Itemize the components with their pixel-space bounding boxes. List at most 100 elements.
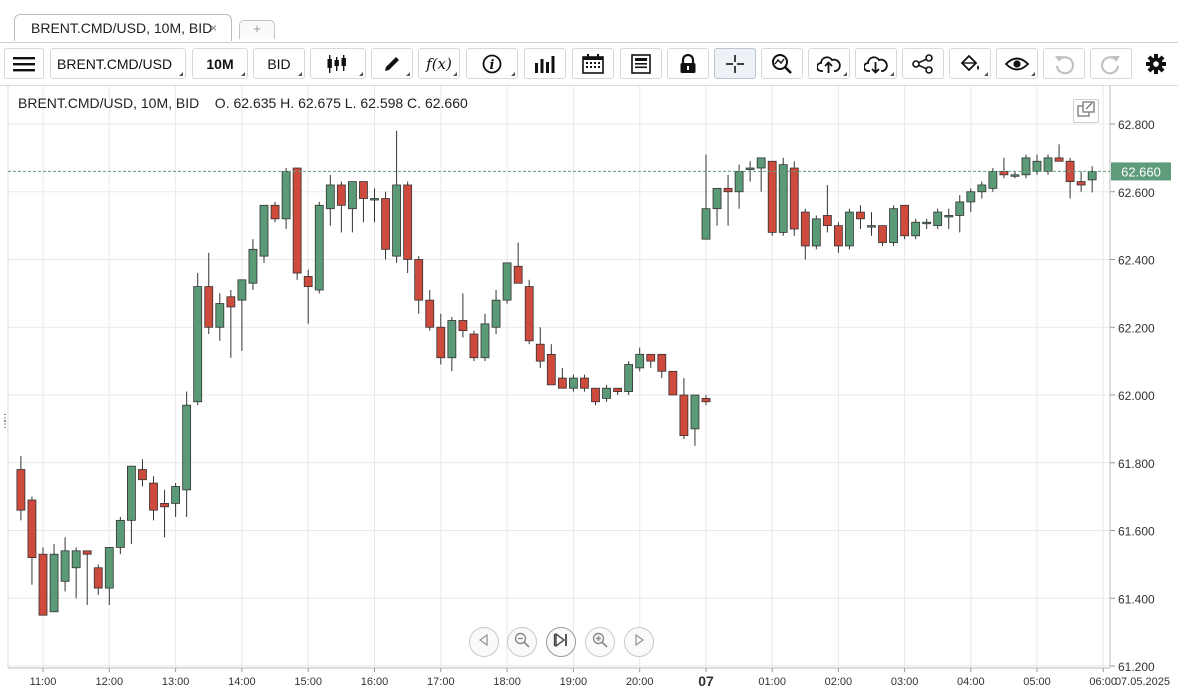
undo-button[interactable] [1043, 48, 1085, 79]
share-button[interactable] [902, 48, 944, 79]
skip-to-end-icon [553, 632, 569, 652]
x-tick-label: 14:00 [228, 676, 256, 688]
candle-body [889, 208, 898, 243]
upload-button[interactable] [808, 48, 850, 79]
x-tick-label: 15:00 [294, 676, 322, 688]
candle-body [425, 299, 435, 328]
visibility-button[interactable] [996, 48, 1038, 79]
candle-body [635, 353, 645, 369]
zoom-in-button[interactable] [585, 627, 615, 657]
candle-body [469, 333, 479, 359]
draw-button[interactable] [371, 48, 413, 79]
candle-body [701, 208, 711, 240]
candle-body [789, 167, 799, 230]
candle-body [226, 296, 236, 308]
candle-body [325, 184, 335, 210]
candle-body [613, 387, 622, 393]
candle-body [27, 499, 37, 559]
candle-body [1054, 157, 1064, 162]
candle-body [138, 469, 147, 481]
candle-body [878, 225, 887, 243]
zoom-out-button[interactable] [507, 627, 537, 657]
candle-body [856, 211, 865, 220]
candle-body [712, 187, 722, 210]
indicators-button[interactable]: f(x) [418, 48, 460, 79]
toolbar: BRENT.CMD/USD 10M BID f(x) i [0, 43, 1178, 86]
chart-type-button[interactable] [310, 48, 366, 79]
candle-body [679, 394, 689, 437]
candle-body [1043, 157, 1053, 172]
x-tick-label: 03:00 [891, 676, 919, 688]
download-button[interactable] [855, 48, 897, 79]
candle-body [491, 299, 501, 328]
y-tick-label: 61.800 [1118, 457, 1155, 471]
chart-tab[interactable]: BRENT.CMD/USD, 10M, BID × [14, 14, 232, 41]
menu-button[interactable] [4, 48, 44, 79]
candle-body [767, 160, 777, 233]
candle-body [93, 567, 103, 589]
candle-body [557, 377, 567, 389]
crosshair-icon [725, 54, 745, 74]
zoom-button[interactable] [761, 48, 803, 79]
candle-body [314, 204, 324, 291]
panel-resize-handle[interactable]: ⋮ ⋮ [0, 413, 10, 430]
redo-button[interactable] [1090, 48, 1132, 79]
candle-body [392, 184, 402, 257]
candle-body [900, 204, 909, 237]
x-tick-label: 11:00 [30, 676, 57, 688]
x-tick-label: 05:00 [1023, 676, 1051, 688]
download-icon [864, 54, 888, 74]
y-tick-label: 61.600 [1118, 525, 1155, 539]
candle-body [922, 221, 932, 225]
settings-button[interactable] [1140, 48, 1172, 79]
candle-body [458, 320, 468, 332]
add-tab-button[interactable]: + [239, 20, 275, 39]
candle-body [546, 353, 556, 386]
candle-body [535, 343, 545, 362]
candle-body [182, 404, 192, 491]
scroll-left-button[interactable] [469, 627, 499, 657]
candle-body [811, 218, 821, 247]
candle-body [690, 394, 700, 430]
lock-button[interactable] [667, 48, 709, 79]
x-tick-label: 16:00 [361, 676, 389, 688]
close-icon[interactable]: × [209, 21, 217, 35]
candle-body [966, 191, 976, 203]
candle-body [569, 377, 578, 389]
news-button[interactable] [620, 48, 662, 79]
x-edge-date-label: 07.05.2025 [1115, 676, 1170, 688]
period-select[interactable]: 10M [192, 48, 248, 79]
calendar-button[interactable] [572, 48, 614, 79]
candle-body [646, 353, 656, 362]
candle-body [524, 286, 534, 342]
candle-body [602, 387, 611, 399]
y-tick-label: 61.200 [1118, 660, 1155, 674]
candle-body [701, 397, 711, 403]
crosshair-button[interactable] [714, 48, 756, 79]
candle-body [82, 550, 92, 555]
candle-body [414, 259, 424, 301]
info-button[interactable]: i [466, 48, 518, 79]
candle-body [944, 215, 954, 218]
candle-body [16, 469, 26, 511]
side-select[interactable]: BID [253, 48, 305, 79]
candle-body [822, 215, 832, 227]
scroll-right-button[interactable] [624, 627, 654, 657]
candle-body [381, 198, 390, 250]
volume-button[interactable] [524, 48, 566, 79]
scroll-to-end-button[interactable] [546, 627, 576, 657]
info-icon: i [482, 54, 502, 74]
x-tick-label: 12:00 [96, 676, 124, 688]
candle-body [115, 519, 125, 548]
candle-body [999, 171, 1009, 176]
share-icon [912, 53, 934, 74]
candle-body [800, 211, 810, 247]
candle-body [248, 248, 258, 284]
candle-body [193, 286, 203, 403]
candle-body [215, 303, 225, 328]
instrument-select[interactable]: BRENT.CMD/USD [50, 48, 186, 79]
expand-button[interactable] [1073, 99, 1099, 123]
theme-button[interactable] [949, 48, 991, 79]
candle-body [668, 370, 678, 396]
